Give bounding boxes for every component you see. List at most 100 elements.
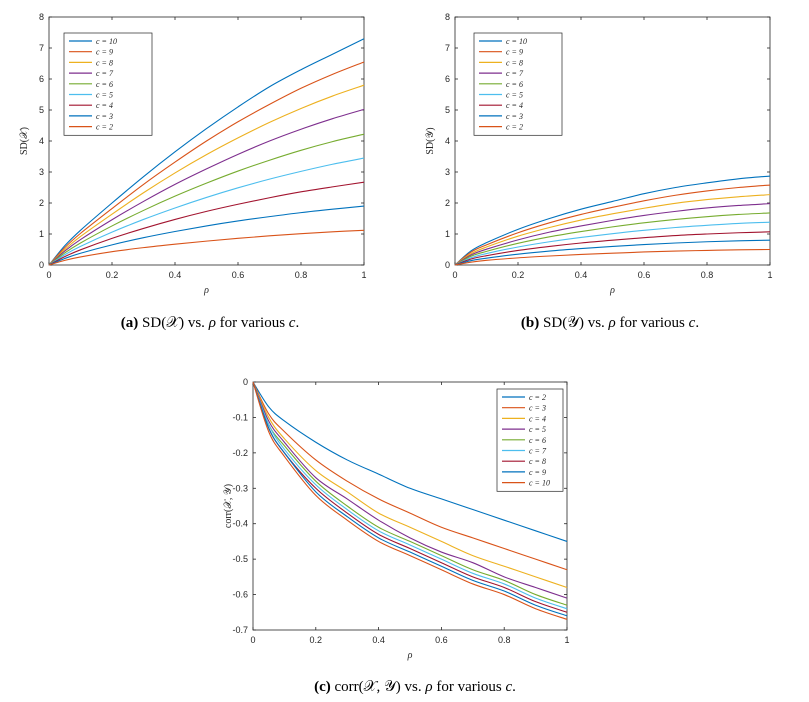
y-tick-label: 0: [39, 260, 44, 270]
y-axis-label: SD(𝒳): [19, 127, 30, 155]
caption-a: (a) SD(𝒳) vs. ρ for various c.: [120, 315, 300, 331]
x-tick-label: 0.8: [498, 635, 511, 645]
legend-label: c = 4: [506, 101, 523, 110]
y-tick-label: 3: [39, 167, 44, 177]
y-tick-label: 6: [445, 74, 450, 84]
series-line: [252, 381, 568, 542]
series-line: [454, 239, 771, 266]
y-tick-label: 4: [445, 136, 450, 146]
series-line: [454, 231, 771, 266]
y-tick-label: 1: [445, 229, 450, 239]
x-tick-label: 0: [46, 270, 51, 280]
legend-label: c = 3: [506, 112, 523, 121]
legend-label: c = 5: [529, 425, 546, 434]
y-tick-label: 4: [39, 136, 44, 146]
legend-label: c = 4: [96, 101, 113, 110]
x-tick-label: 0.4: [575, 270, 588, 280]
legend-label: c = 7: [506, 69, 524, 78]
y-tick-label: 0: [445, 260, 450, 270]
legend-label: c = 8: [529, 457, 546, 466]
y-tick-label: 6: [39, 74, 44, 84]
series-line: [454, 194, 771, 266]
legend-label: c = 8: [96, 58, 113, 67]
legend-label: c = 9: [506, 48, 523, 57]
series-line: [48, 108, 365, 266]
x-axis-label: ρ: [203, 285, 209, 296]
x-tick-label: 0.4: [169, 270, 182, 280]
y-tick-label: 7: [445, 43, 450, 53]
x-tick-label: 1: [564, 635, 569, 645]
x-axis-label: ρ: [407, 650, 413, 661]
y-tick-label: 5: [39, 105, 44, 115]
x-tick-label: 0.6: [232, 270, 245, 280]
legend-label: c = 10: [529, 479, 550, 488]
series-line: [454, 221, 771, 266]
legend-label: c = 9: [529, 468, 546, 477]
series-line: [48, 38, 365, 266]
chart-b: 0 0.2 0.4 0.6 0.8 1 0 1 2 3 4 5 6 7 8 ρ SD(𝒴) c = 10 c = 9…: [425, 12, 773, 296]
legend: c = 10 c = 9c = 8 c = 7 c = 6 c = 5c = 4 c = …: [473, 32, 563, 136]
series-line: [48, 205, 365, 266]
series-line: [48, 229, 365, 266]
legend-label: c = 3: [529, 404, 546, 413]
legend-label: c = 3: [96, 112, 113, 121]
legend-label: c = 5: [506, 91, 523, 100]
legend-label: c = 7: [96, 69, 114, 78]
y-tick-label: 8: [445, 12, 450, 22]
series-line: [252, 381, 568, 610]
y-tick-label: -0.2: [232, 448, 248, 458]
series-line: [252, 381, 568, 617]
y-tick-label: 0: [243, 377, 248, 387]
legend-label: c = 6: [529, 436, 546, 445]
legend-label: c = 2: [506, 123, 523, 132]
x-tick-label: 0.6: [435, 635, 448, 645]
legend-label: c = 2: [96, 123, 113, 132]
series-line: [48, 133, 365, 266]
y-tick-label: -0.1: [232, 412, 248, 422]
x-tick-label: 0.2: [106, 270, 119, 280]
series-line: [454, 175, 771, 266]
series-line: [454, 184, 771, 266]
axes-box: [252, 381, 568, 631]
legend-label: c = 4: [529, 414, 546, 423]
x-tick-label: 0: [250, 635, 255, 645]
y-axis-label: SD(𝒴): [425, 127, 436, 154]
y-tick-label: -0.4: [232, 519, 248, 529]
series-line: [252, 381, 568, 589]
y-tick-label: -0.5: [232, 554, 248, 564]
legend-label: c = 10: [96, 37, 117, 46]
x-tick-label: 0: [452, 270, 457, 280]
x-tick-label: 0.2: [512, 270, 525, 280]
y-axis-label: corr(𝒳, 𝒴): [223, 484, 234, 528]
chart-c: 0 0.2 0.4 0.6 0.8 1 0 -0.1 -0.2 -0.3 -0.4 -0.5 -0.6 -…: [223, 377, 570, 661]
series-line: [454, 203, 771, 266]
series-line: [252, 381, 568, 606]
legend-label: c = 9: [96, 48, 113, 57]
x-tick-label: 1: [767, 270, 772, 280]
caption-b: (b) SD(𝒴) vs. ρ for various c.: [520, 315, 700, 331]
y-tick-label: -0.7: [232, 625, 248, 635]
caption-c: (c) corr(𝒳, 𝒴) vs. ρ for various c.: [314, 679, 516, 695]
legend-label: c = 2: [529, 393, 546, 402]
y-tick-label: 7: [39, 43, 44, 53]
legend-label: c = 6: [506, 80, 523, 89]
x-tick-label: 0.8: [295, 270, 308, 280]
legend: c = 2 c = 3c = 4 c = 5 c = 6 c = 7c = 8 c = 9…: [496, 388, 564, 492]
legend-label: c = 5: [96, 91, 113, 100]
series-line: [252, 381, 568, 571]
y-tick-label: -0.3: [232, 483, 248, 493]
x-tick-label: 0.2: [310, 635, 323, 645]
y-tick-label: 2: [445, 198, 450, 208]
y-tick-label: -0.6: [232, 590, 248, 600]
y-tick-label: 5: [445, 105, 450, 115]
series-line: [454, 248, 771, 266]
y-tick-label: 8: [39, 12, 44, 22]
x-tick-label: 0.4: [372, 635, 385, 645]
legend: c = 10 c = 9c = 8 c = 7 c = 6 c = 5c = 4 c = …: [63, 32, 153, 136]
legend-label: c = 7: [529, 447, 547, 456]
chart-a: 0 0.2 0.4 0.6 0.8 1 0 1 2 3 4 5 6 7 8 ρ SD(𝒳) c = 10 c = 9…: [19, 12, 367, 296]
series-line: [48, 84, 365, 266]
x-tick-label: 1: [361, 270, 366, 280]
